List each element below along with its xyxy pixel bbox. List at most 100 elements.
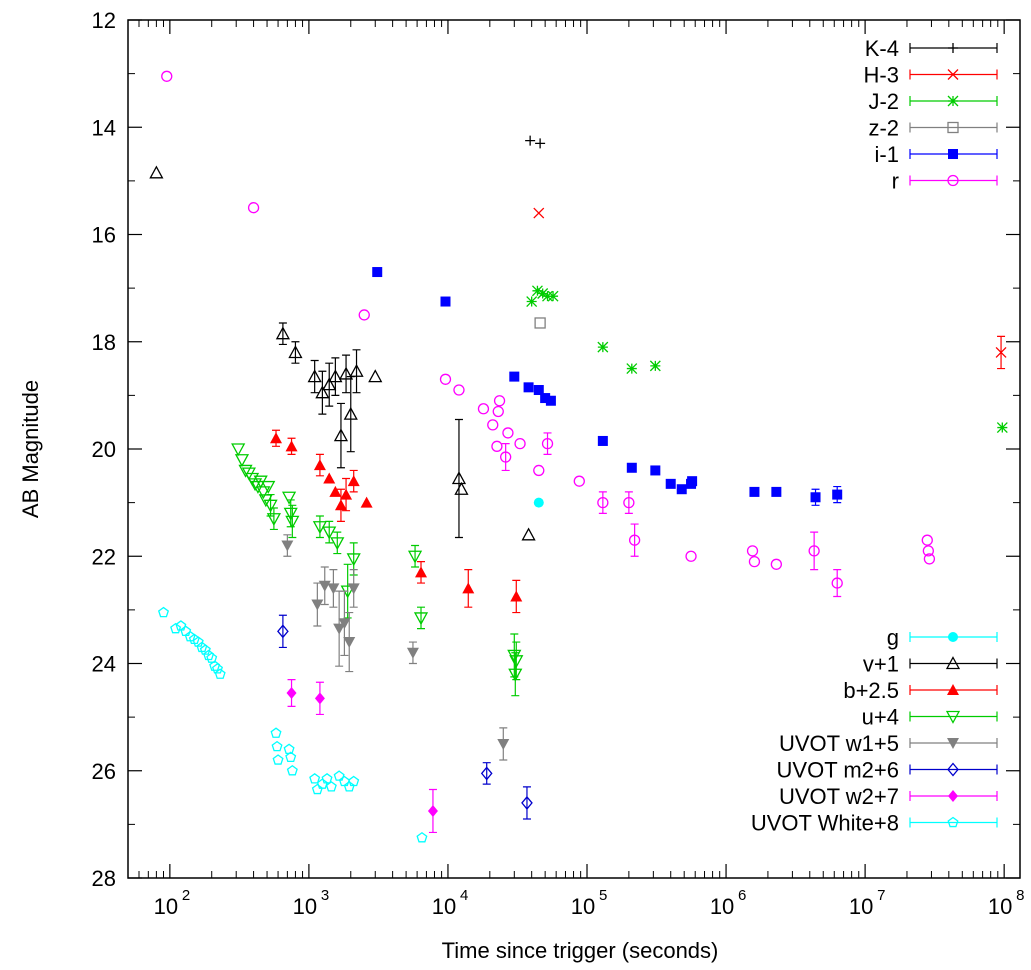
point-marker <box>650 465 661 476</box>
data-point <box>537 288 549 299</box>
point-marker <box>427 804 438 817</box>
marker-shape <box>161 70 173 82</box>
marker-shape <box>334 499 347 511</box>
point-marker <box>521 795 533 810</box>
legend-label: UVOT m2+6 <box>777 758 899 783</box>
legend-label: UVOT w1+5 <box>779 731 899 756</box>
data-point <box>453 384 465 396</box>
point-marker <box>406 647 419 659</box>
legend-marker <box>948 632 958 642</box>
marker-shape <box>948 632 958 642</box>
data-point <box>347 469 360 493</box>
data-point <box>416 831 428 843</box>
marker-shape <box>923 553 936 565</box>
marker-shape <box>234 454 250 468</box>
point-marker <box>770 558 783 570</box>
error-bar <box>482 762 491 785</box>
data-point <box>322 362 337 407</box>
point-marker <box>535 138 546 149</box>
legend-line <box>909 711 998 722</box>
data-point <box>535 138 546 149</box>
point-marker <box>327 583 340 595</box>
data-point <box>573 475 585 487</box>
x-axis-label: Time since trigger (seconds) <box>442 938 719 963</box>
marker-shape <box>311 599 324 611</box>
marker-shape <box>665 478 676 489</box>
legend-marker <box>945 710 961 724</box>
data-point <box>514 437 526 450</box>
point-marker <box>334 499 347 511</box>
marker-shape <box>358 309 370 321</box>
data-point <box>247 478 263 492</box>
marker-shape <box>440 296 451 307</box>
point-marker <box>810 492 821 503</box>
data-point <box>343 781 355 792</box>
x-tick-exponent: 3 <box>321 887 329 904</box>
point-marker <box>247 478 263 492</box>
data-point <box>521 527 536 541</box>
data-point <box>497 727 510 761</box>
x-tick-exponent: 5 <box>599 887 607 904</box>
data-point <box>285 751 297 763</box>
point-marker <box>480 766 493 781</box>
x-tick-label: 10 <box>432 894 456 919</box>
series-j-2 <box>526 285 1008 434</box>
point-marker <box>749 486 760 497</box>
legend-label: b+2.5 <box>843 678 899 703</box>
marker-shape <box>368 369 383 383</box>
marker-shape <box>508 668 523 682</box>
data-point <box>328 357 343 396</box>
marker-shape <box>231 443 246 457</box>
legend-entry-z-2: z-2 <box>868 116 998 141</box>
marker-shape <box>626 462 637 473</box>
point-marker <box>323 472 336 484</box>
data-point <box>338 590 351 657</box>
marker-shape <box>413 612 429 626</box>
point-marker <box>266 513 281 527</box>
point-marker <box>439 373 452 385</box>
data-point <box>192 636 204 647</box>
data-point <box>533 464 545 477</box>
point-marker <box>533 207 545 219</box>
data-point <box>368 369 383 383</box>
point-marker <box>343 781 355 792</box>
series-r <box>161 70 936 598</box>
data-point <box>509 641 524 681</box>
marker-shape <box>945 656 961 670</box>
data-point <box>347 569 360 608</box>
point-marker <box>315 385 330 399</box>
marker-shape <box>921 534 933 546</box>
legend-line <box>909 764 998 775</box>
data-point <box>372 267 383 278</box>
marker-shape <box>211 663 223 674</box>
data-point <box>325 781 337 792</box>
point-marker <box>537 288 549 299</box>
marker-shape <box>406 647 419 659</box>
error-bar <box>352 349 361 394</box>
x-tick-label: 10 <box>571 894 595 919</box>
data-point <box>493 395 506 407</box>
data-point <box>315 370 330 415</box>
data-point <box>214 668 226 679</box>
data-point <box>491 440 503 452</box>
data-point <box>340 477 353 512</box>
marker-shape <box>288 345 303 359</box>
data-point <box>626 363 638 375</box>
data-point <box>676 484 687 495</box>
data-point <box>199 644 211 655</box>
point-marker <box>358 309 370 321</box>
series-uvot-w1-5 <box>281 534 510 761</box>
error-bar <box>336 402 345 469</box>
data-point <box>480 762 493 785</box>
error-bar <box>624 491 633 514</box>
data-point <box>922 545 935 557</box>
point-marker <box>283 507 298 521</box>
marker-shape <box>407 550 423 564</box>
data-point <box>321 772 333 784</box>
data-point <box>283 743 295 754</box>
data-point <box>831 569 843 598</box>
data-point <box>427 788 438 834</box>
point-marker <box>497 738 510 750</box>
data-point <box>749 486 760 497</box>
